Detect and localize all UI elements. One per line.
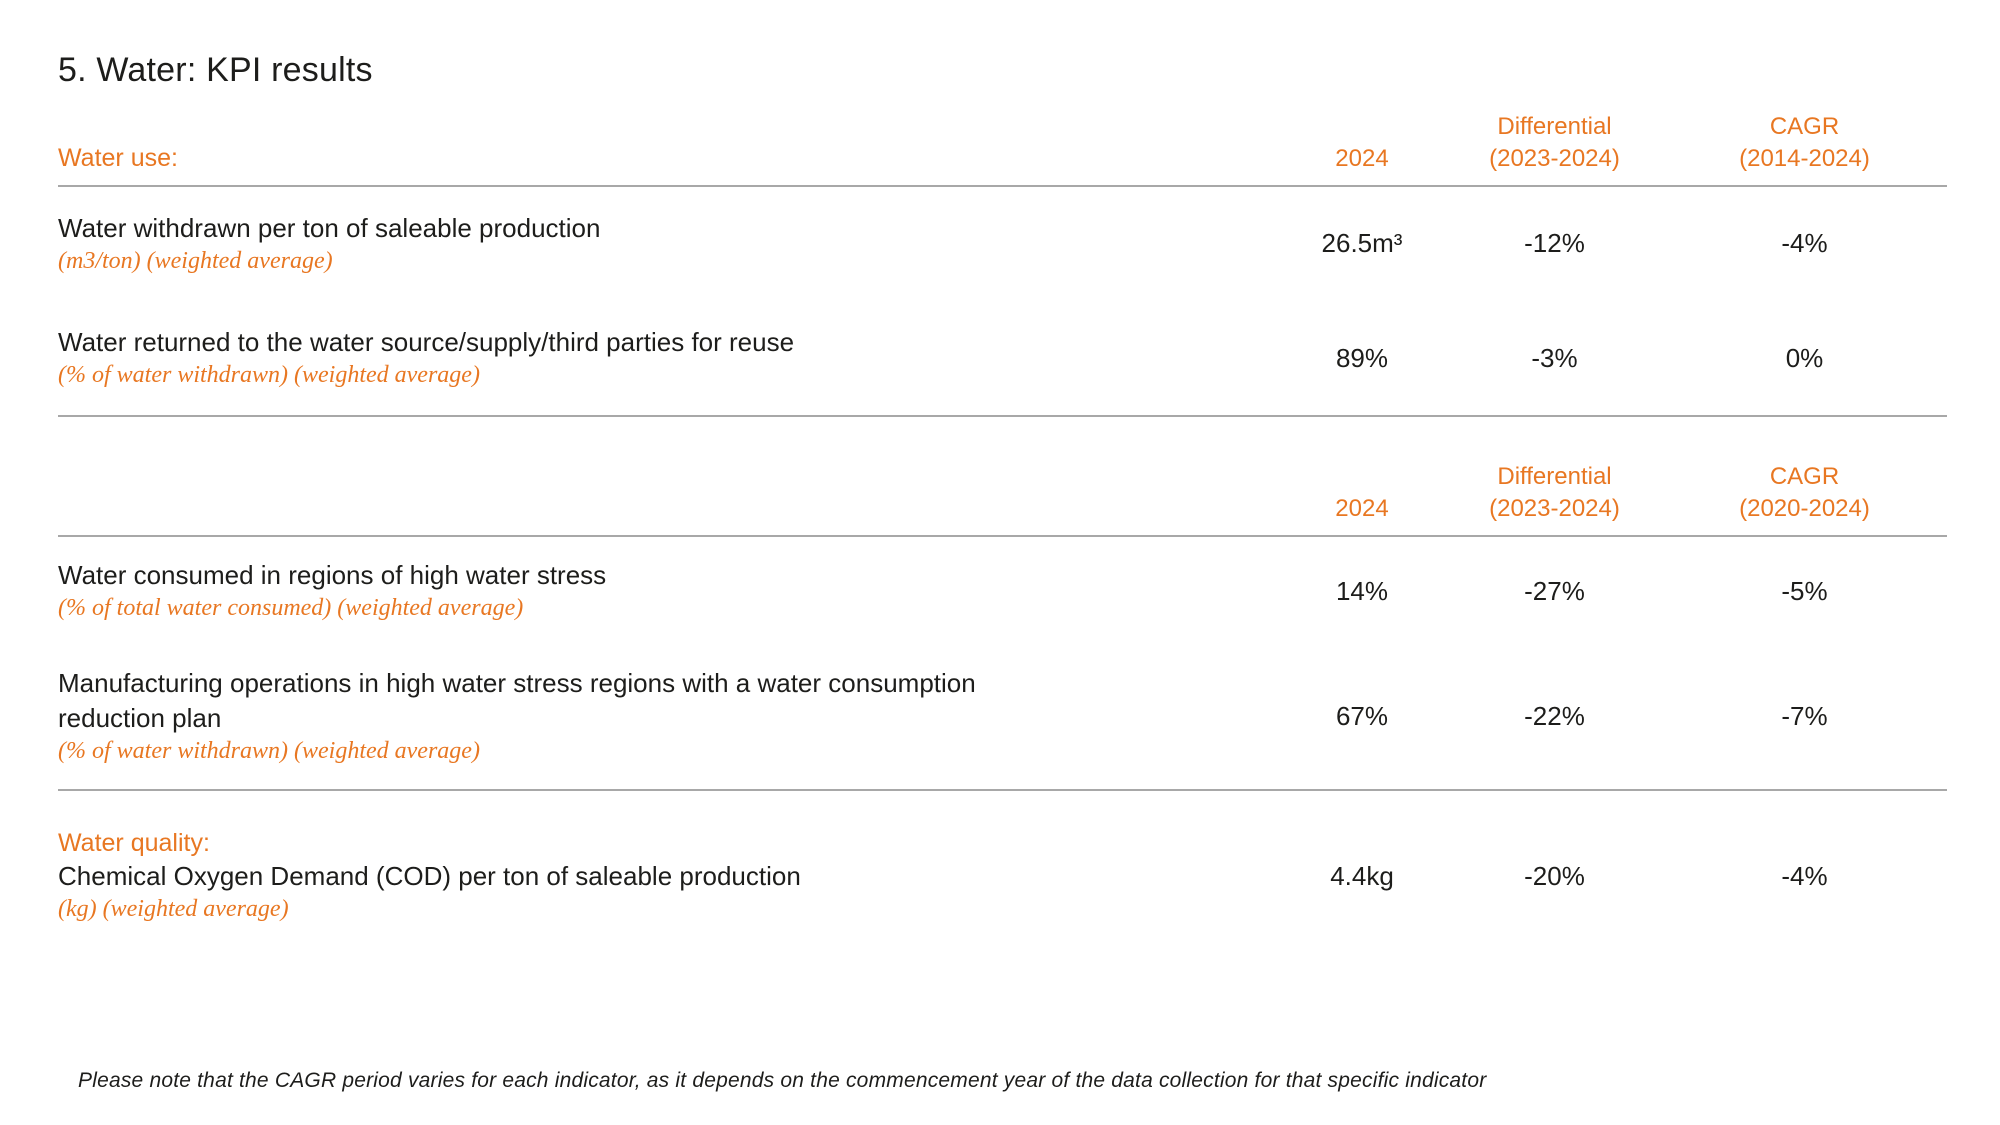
kpi-value-cagr: -7% — [1781, 701, 1828, 732]
divider — [58, 415, 1947, 418]
table2-header: 2024 Differential (2023-2024) CAGR (2020… — [58, 461, 1947, 535]
kpi-value-2024: 14% — [1335, 575, 1389, 606]
footnote: Please note that the CAGR period varies … — [78, 1069, 1487, 1092]
kpi-value-differential: -12% — [1524, 228, 1585, 259]
table1-header: Water use: 2024 Differential (2023-2024)… — [58, 111, 1947, 185]
kpi-value-2024: 26.5m³ — [1321, 228, 1403, 259]
kpi-unit: (% of total water consumed) (weighted av… — [58, 595, 524, 622]
kpi-unit: (kg) (weighted average) — [58, 896, 289, 923]
page-title: 5. Water: KPI results — [58, 51, 373, 89]
table-row: Water withdrawn per ton of saleable prod… — [58, 187, 1947, 301]
kpi-value-2024: 4.4kg — [1330, 860, 1394, 891]
section-label-water-use: Water use: — [58, 144, 178, 173]
column-header-differential: Differential (2023-2024) — [1489, 463, 1620, 523]
kpi-value-differential: -20% — [1524, 860, 1585, 891]
kpi-unit: (m3/ton) (weighted average) — [58, 247, 333, 274]
divider — [58, 184, 1947, 187]
divider — [58, 788, 1947, 791]
kpi-value-2024: 89% — [1335, 342, 1389, 373]
kpi-name: Water withdrawn per ton of saleable prod… — [58, 212, 601, 243]
table-row: Manufacturing operations in high water s… — [58, 645, 1947, 788]
kpi-name: Manufacturing operations in high water s… — [58, 668, 976, 734]
column-header-cagr: CAGR (2014-2024) — [1739, 112, 1870, 172]
kpi-value-2024: 67% — [1335, 701, 1389, 732]
kpi-value-cagr: 0% — [1785, 342, 1824, 373]
table-row: Water consumed in regions of high water … — [58, 537, 1947, 645]
divider — [58, 534, 1947, 537]
kpi-name: Water returned to the water source/suppl… — [58, 326, 795, 357]
kpi-value-differential: -3% — [1531, 342, 1578, 373]
table-row: Water returned to the water source/suppl… — [58, 301, 1947, 415]
kpi-value-differential: -27% — [1524, 575, 1585, 606]
kpi-unit: (% of water withdrawn) (weighted average… — [58, 738, 480, 765]
kpi-value-cagr: -5% — [1781, 575, 1828, 606]
table-row: Water quality: Chemical Oxygen Demand (C… — [58, 791, 1947, 950]
column-header-cagr: CAGR (2020-2024) — [1739, 463, 1870, 523]
kpi-value-cagr: -4% — [1781, 860, 1828, 891]
section-label-water-quality: Water quality: — [58, 828, 210, 857]
kpi-name: Water consumed in regions of high water … — [58, 559, 607, 590]
column-header-differential: Differential (2023-2024) — [1489, 112, 1620, 172]
kpi-value-cagr: -4% — [1781, 228, 1828, 259]
column-header-year: 2024 — [1335, 495, 1389, 523]
kpi-unit: (% of water withdrawn) (weighted average… — [58, 361, 480, 388]
kpi-value-differential: -22% — [1524, 701, 1585, 732]
column-header-year: 2024 — [1335, 144, 1389, 172]
kpi-name: Chemical Oxygen Demand (COD) per ton of … — [58, 861, 801, 892]
